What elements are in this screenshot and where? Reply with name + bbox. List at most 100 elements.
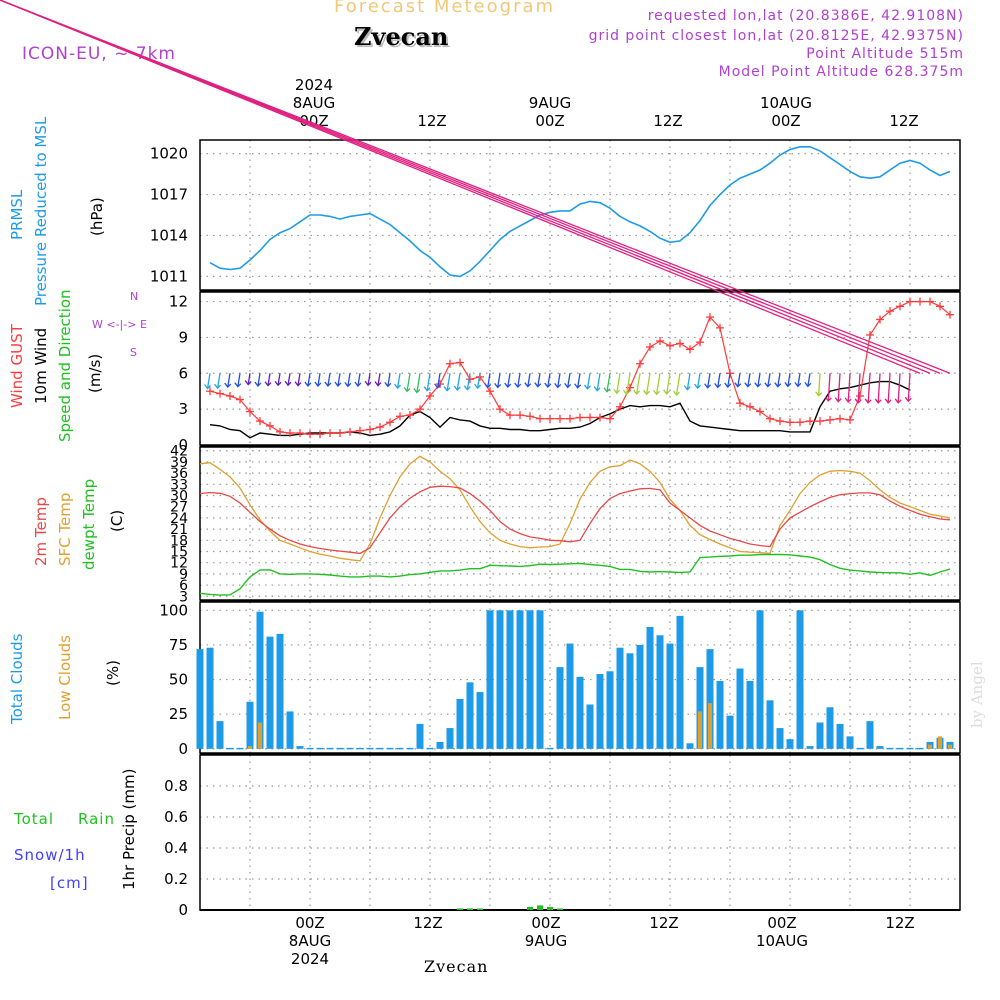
y-tick-label: 0.8	[164, 777, 188, 795]
total-clouds-bar	[556, 667, 564, 749]
dewpoint-line	[199, 553, 951, 596]
wind-direction-arrowhead	[784, 381, 792, 388]
wind-direction-arrow	[507, 373, 511, 388]
wind-direction-arrowhead	[794, 381, 802, 388]
wind-direction-arrowhead	[834, 397, 842, 403]
wind-direction-arrow	[727, 373, 731, 388]
wind-direction-arrowhead	[324, 381, 332, 387]
wind-direction-arrowhead	[384, 381, 392, 388]
low-clouds-bar	[248, 746, 252, 749]
total-clouds-bar	[626, 653, 634, 749]
wind-direction-arrow	[497, 373, 501, 388]
wind-direction-arrow	[237, 373, 241, 387]
wind-direction-arrow	[706, 373, 711, 388]
p5-label-snow: Snow/1h	[14, 846, 86, 864]
total-clouds-bar	[906, 747, 914, 750]
wind-direction-arrow	[737, 373, 741, 387]
bottom-hour-label-2: 00Z	[531, 914, 561, 932]
bottom-day-label-0: 8AUG	[288, 932, 332, 950]
total-clouds-bar	[726, 715, 734, 749]
wind-direction-arrowhead	[683, 385, 691, 391]
rain-bar	[537, 905, 543, 910]
wind-direction-arrowhead	[633, 389, 641, 395]
wind-direction-arrowhead	[764, 382, 772, 388]
total-clouds-bar	[806, 746, 814, 749]
y-tick-label: 30	[170, 489, 188, 505]
wind-direction-arrow	[897, 373, 901, 403]
wind-direction-arrow	[527, 373, 531, 387]
wind-direction-arrowhead	[754, 382, 762, 388]
total-clouds-bar	[276, 633, 284, 749]
rain-bar	[467, 908, 473, 910]
wind-direction-arrow	[817, 373, 821, 396]
low-clouds-bar	[938, 736, 942, 749]
top-year-label: 2024	[294, 76, 334, 94]
wind-direction-arrowhead	[824, 396, 832, 402]
wind-direction-arrowhead	[593, 386, 601, 392]
p5-label-cm: [cm]	[50, 874, 89, 892]
wind-direction-arrowhead	[264, 381, 272, 387]
total-clouds-bar	[896, 747, 904, 750]
bottom-hour-label-4: 00Z	[767, 914, 797, 932]
total-clouds-bar	[536, 610, 544, 749]
total-clouds-bar	[316, 747, 324, 750]
wind-direction-arrow	[0, 0, 951, 374]
wind-direction-arrow	[596, 373, 601, 391]
top-day-label-4: 10AUG	[760, 94, 812, 112]
total-clouds-bar	[766, 700, 774, 749]
wind-direction-arrowhead	[294, 381, 302, 387]
wind-direction-arrowhead	[334, 381, 342, 387]
wind-direction-arrow	[287, 373, 291, 386]
wind-direction-arrow	[446, 373, 451, 391]
wind-direction-arrow	[387, 373, 391, 387]
wind-direction-arrow	[257, 373, 261, 387]
wind-direction-arrow	[655, 373, 661, 395]
top-hour-label-0: 00Z	[299, 112, 329, 130]
wind-direction-arrow	[367, 373, 371, 386]
wind-direction-arrow	[787, 373, 791, 387]
meteogram-title: Forecast Meteogram	[334, 0, 556, 17]
total-clouds-bar	[566, 643, 574, 749]
wind-direction-arrow	[466, 373, 471, 390]
wind-direction-arrow	[277, 373, 281, 386]
top-hour-label-5: 12Z	[889, 112, 919, 130]
y-tick-label: 3	[179, 589, 188, 605]
y-tick-label: 0	[178, 436, 188, 454]
wind-direction-arrow	[517, 373, 521, 388]
low-clouds-bar	[928, 744, 932, 749]
low-clouds-bar	[708, 703, 712, 749]
wind-direction-arrowhead	[413, 388, 421, 394]
total-clouds-bar	[446, 728, 454, 749]
y-tick-label: 25	[169, 705, 188, 723]
wind-direction-arrow	[777, 373, 781, 387]
wind-direction-arrowhead	[514, 382, 522, 389]
wind-direction-arrowhead	[554, 383, 562, 389]
wind-direction-arrowhead	[304, 381, 312, 387]
total-clouds-bar	[516, 610, 524, 749]
wind-direction-arrowhead	[494, 383, 502, 389]
total-clouds-bar	[746, 680, 754, 749]
y-tick-label: 18	[170, 533, 188, 549]
y-tick-label: 33	[170, 477, 188, 493]
total-clouds-bar	[886, 747, 894, 750]
wind-direction-arrowhead	[884, 398, 892, 404]
total-clouds-bar	[236, 747, 244, 750]
wind-direction-arrowhead	[844, 397, 852, 404]
wind-direction-arrow	[606, 373, 611, 392]
compass-north: N	[130, 290, 139, 303]
y-tick-label: 0.6	[164, 808, 188, 826]
wind-direction-arrow	[317, 373, 321, 387]
y-tick-label: 9	[179, 567, 188, 583]
top-hour-label-2: 00Z	[535, 112, 565, 130]
y-tick-label: 39	[170, 455, 188, 471]
total-clouds-bar	[666, 643, 674, 749]
y-tick-label: 12	[169, 293, 188, 311]
total-clouds-bar	[306, 747, 314, 750]
wind-direction-arrow	[675, 373, 681, 396]
wind-direction-arrowhead	[854, 398, 862, 404]
wind-direction-arrow	[645, 373, 651, 395]
total-clouds-bar	[286, 711, 294, 749]
wind-direction-arrow	[426, 373, 431, 391]
wind-direction-arrow	[357, 373, 361, 387]
